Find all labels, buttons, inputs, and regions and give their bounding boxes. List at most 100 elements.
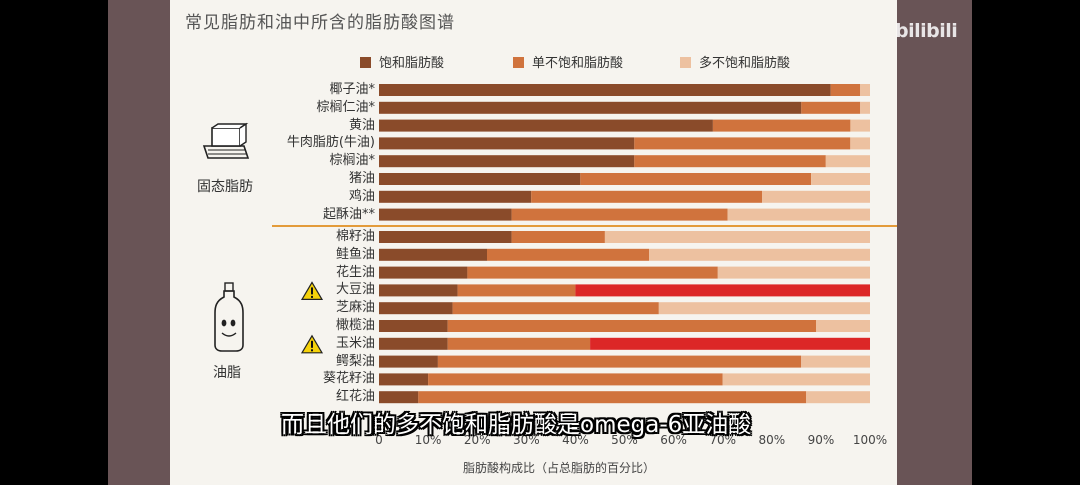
bar-segment-1-6-0 [379, 337, 448, 350]
bar-segment-1-2-0 [379, 266, 468, 279]
right-margin-band [897, 0, 972, 485]
legend-swatch-polyunsaturated [680, 57, 691, 68]
bar-segment-1-2-1 [467, 266, 718, 279]
category-label: 棕榈仁油* [316, 99, 375, 115]
bar-segment-1-4-1 [452, 302, 659, 315]
bar-segment-1-7-2 [801, 355, 870, 368]
bar-segment-0-4-1 [634, 155, 826, 168]
legend-label-saturated: 饱和脂肪酸 [379, 56, 445, 71]
bar-segment-1-3-2 [575, 284, 870, 297]
bar-segment-0-6-0 [379, 190, 532, 203]
category-label: 猪油 [348, 171, 375, 186]
category-label: 棉籽油 [335, 229, 375, 244]
bar-segment-1-0-2 [604, 231, 870, 243]
bar-segment-1-9-1 [418, 391, 807, 404]
bilibili-watermark-logo: bilibili [895, 20, 958, 42]
group-label-solid-fats: 固态脂肪 [197, 179, 253, 195]
bar-segment-1-5-1 [447, 320, 816, 332]
category-label: 花生油 [335, 264, 375, 280]
bar-segment-0-3-1 [634, 137, 851, 150]
bar-segment-1-6-1 [447, 337, 591, 350]
chart-title: 常见脂肪和油中所含的脂肪酸图谱 [185, 13, 455, 33]
bar-segment-0-1-1 [801, 101, 861, 114]
category-label: 牛肉脂肪(牛油) [286, 135, 375, 151]
category-label: 棕榈油* [329, 153, 375, 169]
category-label: 大豆油 [335, 282, 375, 298]
category-label: 黄油 [348, 117, 375, 133]
bar-segment-1-1-1 [487, 248, 649, 261]
category-label: 鸡油 [348, 188, 375, 204]
x-tick-label: 90% [808, 433, 835, 447]
butter-icon [202, 122, 250, 159]
legend-item-polyunsaturated: 多不饱和脂肪酸 [680, 52, 790, 71]
legend-item-saturated: 饱和脂肪酸 [360, 52, 444, 71]
bar-segment-1-3-1 [457, 284, 576, 297]
x-tick-label: 10% [415, 433, 442, 447]
bar-segment-0-0-0 [379, 84, 831, 96]
bar-segment-0-0-2 [860, 84, 870, 96]
bar-segment-1-5-2 [816, 320, 870, 332]
x-tick-label: 80% [758, 433, 785, 447]
bar-segment-0-2-2 [850, 119, 870, 132]
category-label: 椰子油* [329, 82, 375, 97]
bar-segment-1-3-0 [379, 284, 458, 297]
category-label: 橄榄油 [335, 318, 375, 333]
x-tick-label: 100% [853, 433, 887, 447]
bar-segment-1-0-0 [379, 231, 512, 243]
bar-segment-0-5-2 [811, 173, 870, 185]
category-label: 起酥油** [322, 206, 375, 222]
bar-segment-1-2-2 [717, 266, 870, 279]
x-tick-label: 60% [660, 433, 687, 447]
warning-icon [300, 281, 324, 300]
bar-segment-1-5-0 [379, 320, 448, 332]
legend-item-monounsaturated: 单不饱和脂肪酸 [513, 52, 623, 71]
left-margin-band [108, 0, 170, 485]
bar-segment-1-7-1 [437, 355, 802, 368]
bar-segment-1-1-0 [379, 248, 487, 261]
bar-segment-0-2-0 [379, 119, 713, 132]
bar-segment-1-9-2 [806, 391, 870, 404]
x-tick-label: 50% [611, 433, 638, 447]
legend-swatch-saturated [360, 57, 371, 68]
bar-segment-0-6-1 [531, 190, 762, 203]
x-tick-label: 30% [513, 433, 540, 447]
legend-label-polyunsaturated: 多不饱和脂肪酸 [699, 56, 791, 71]
bar-segment-1-7-0 [379, 355, 438, 368]
bar-segment-0-7-1 [511, 208, 728, 221]
x-tick-label: 0 [375, 433, 383, 447]
video-subtitle: 而且他们的多不饱和脂肪酸是omega-6亚油酸 [281, 412, 752, 438]
group-label-oils: 油脂 [213, 365, 241, 381]
bar-segment-1-4-2 [658, 302, 870, 315]
bar-segment-1-8-2 [722, 373, 870, 386]
category-label: 鲑鱼油 [335, 246, 375, 262]
bar-segment-0-5-1 [580, 173, 812, 185]
legend-swatch-monounsaturated [513, 57, 524, 68]
oil-bottle-icon [214, 282, 244, 352]
bar-segment-0-4-0 [379, 155, 635, 168]
bar-segment-1-4-0 [379, 302, 453, 315]
bar-segment-0-7-0 [379, 208, 512, 221]
bar-segment-0-2-1 [712, 119, 851, 132]
category-label: 芝麻油 [335, 300, 375, 316]
category-label: 玉米油 [335, 335, 375, 351]
bar-segment-0-1-0 [379, 101, 802, 114]
x-tick-label: 40% [562, 433, 589, 447]
x-tick-label: 20% [464, 433, 491, 447]
x-tick-label: 70% [709, 433, 736, 447]
x-axis-label: 脂肪酸构成比（占总脂肪的百分比） [463, 461, 656, 475]
bar-segment-0-5-0 [379, 173, 581, 185]
bar-segment-1-0-1 [511, 231, 605, 243]
bar-segment-1-8-0 [379, 373, 429, 386]
bar-segment-0-0-1 [830, 84, 861, 96]
bar-segment-0-3-0 [379, 137, 635, 150]
category-label: 鳄梨油 [335, 353, 375, 369]
bar-segment-1-6-2 [590, 337, 870, 350]
legend-label-monounsaturated: 单不饱和脂肪酸 [532, 56, 624, 71]
bar-segment-0-3-2 [850, 137, 870, 150]
bar-segment-0-4-2 [825, 155, 870, 168]
category-label: 葵花籽油 [322, 371, 375, 387]
bar-segment-1-9-0 [379, 391, 419, 404]
bar-segment-0-7-2 [727, 208, 870, 221]
warning-icon [300, 334, 324, 354]
